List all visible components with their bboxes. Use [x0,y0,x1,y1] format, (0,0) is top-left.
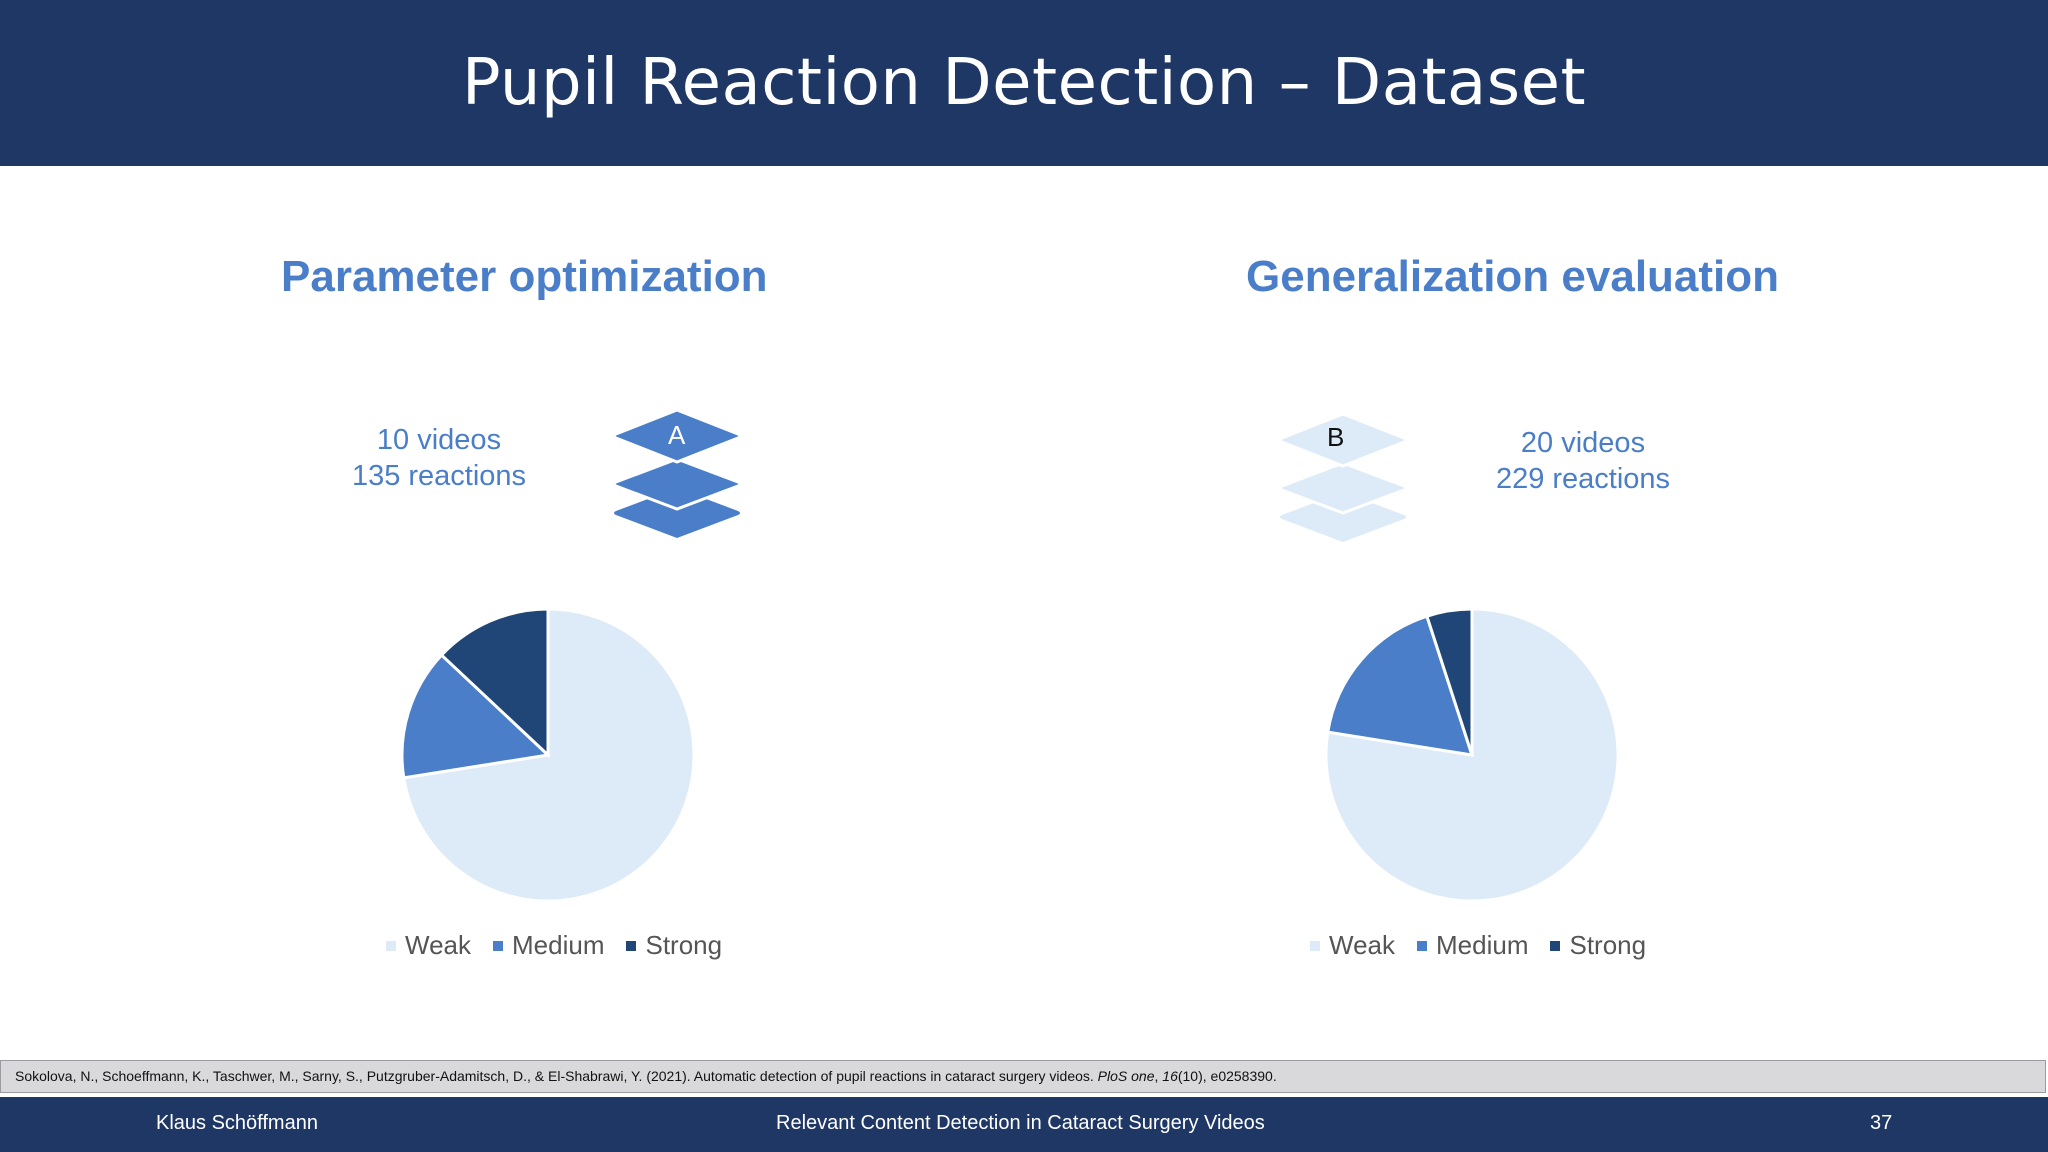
legend-label-weak: Weak [1329,930,1395,960]
citation-sep: , [1154,1068,1163,1084]
layer-top [612,408,742,464]
pie-slice-strong [439,607,550,759]
legend-swatch-medium [493,940,503,951]
legend-item-weak: Weak [1310,930,1395,961]
legend-label-medium: Medium [512,930,605,960]
legend-swatch-strong [626,940,637,951]
legend-swatch-medium [1417,940,1427,951]
legend-swatch-strong [1550,940,1561,951]
legend-label-strong: Strong [1569,930,1647,960]
layer-top [1278,412,1408,468]
legend-label-medium: Medium [1436,930,1529,960]
legend-right: Weak Medium Strong [1310,930,1646,961]
citation-issue: (10), e0258390. [1177,1068,1277,1084]
citation-text: Sokolova, N., Schoeffmann, K., Taschwer,… [15,1068,1098,1084]
slide-title: Pupil Reaction Detection – Dataset [461,46,1587,120]
layer-middle [612,457,742,511]
legend-label-weak: Weak [405,930,471,960]
right-stats: 20 videos 229 reactions [1453,425,1713,497]
footer-talk-title: Relevant Content Detection in Cataract S… [776,1112,1265,1134]
layers-icon-a: A [612,408,742,538]
citation-volume: 16 [1162,1068,1178,1084]
footer-author: Klaus Schöffmann [156,1112,318,1134]
left-heading: Parameter optimization [281,252,768,301]
right-videos: 20 videos [1520,427,1646,459]
left-stats: 10 videos 135 reactions [309,422,569,494]
stack-label-a: A [668,420,686,450]
legend-item-strong: Strong [626,930,722,961]
citation-journal: PloS one [1097,1068,1155,1084]
layer-bottom [614,488,740,538]
legend-swatch-weak [386,940,396,951]
layer-bottom [1280,492,1406,542]
citation-bar: Sokolova, N., Schoeffmann, K., Taschwer,… [0,1060,2046,1093]
legend-left: Weak Medium Strong [386,930,722,961]
left-videos: 10 videos [376,424,502,456]
pie-chart-left [400,607,696,903]
legend-item-medium: Medium [493,930,604,961]
legend-item-weak: Weak [386,930,471,961]
title-bar: Pupil Reaction Detection – Dataset [0,0,2048,166]
pie-slice-medium [400,652,552,780]
right-heading: Generalization evaluation [1246,252,1780,301]
pie-chart-right [1324,607,1620,903]
layer-middle [1278,461,1408,515]
legend-item-medium: Medium [1417,930,1528,961]
right-reactions: 229 reactions [1495,463,1671,495]
pie-slice-strong [1424,607,1474,756]
stack-label-b: B [1327,422,1344,452]
legend-swatch-weak [1310,940,1320,951]
footer-page-number: 37 [1870,1112,1893,1134]
left-reactions: 135 reactions [351,460,527,492]
pie-slice-medium [1326,614,1475,757]
legend-label-strong: Strong [645,930,723,960]
footer-bar: Klaus Schöffmann Relevant Content Detect… [0,1097,2048,1152]
legend-item-strong: Strong [1550,930,1646,961]
layers-icon-b: B [1278,412,1408,542]
